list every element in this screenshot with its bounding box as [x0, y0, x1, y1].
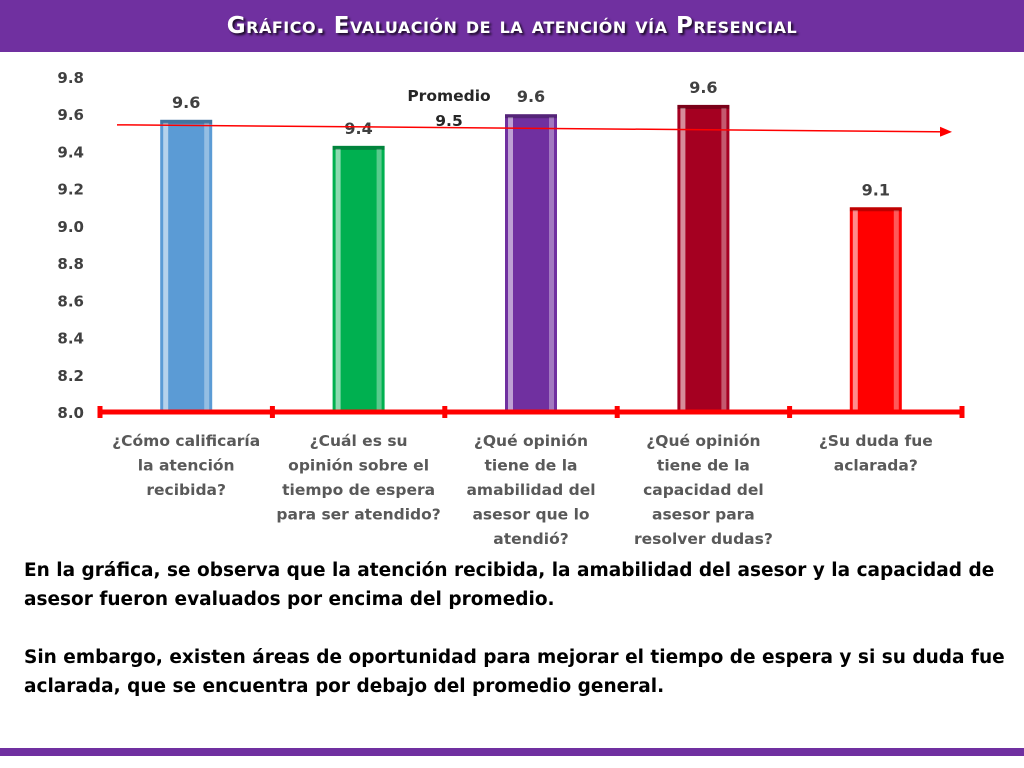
bottom-stripe: [0, 748, 1024, 756]
bar-group: 9.1: [849, 180, 902, 412]
category-label-line: tiene de la: [657, 457, 750, 475]
category-label-line: capacidad del: [643, 481, 764, 499]
bar-group: 9.6: [505, 87, 557, 412]
bar-highlight: [508, 117, 513, 412]
y-tick-label: 8.4: [57, 330, 84, 348]
description-paragraph-2: Sin embargo, existen áreas de oportunida…: [24, 647, 1005, 697]
category-label: ¿Qué opinión tiene de la capacidad del ases…: [634, 432, 773, 548]
category-label-line: opinión sobre el: [288, 457, 429, 475]
bar-group: 9.6: [160, 93, 213, 413]
bar-highlight: [893, 210, 899, 412]
bar: [677, 104, 730, 412]
bar-cap: [505, 114, 557, 119]
bar-cap: [160, 119, 213, 124]
category-label: ¿Cómo calificaría la atención recibida?: [112, 432, 260, 499]
bar-group: 9.6: [677, 78, 730, 412]
y-tick-label: 9.2: [57, 181, 84, 199]
category-label-line: asesor que lo: [472, 506, 589, 524]
data-label: 9.6: [517, 87, 545, 106]
bar-chart: 8.08.28.48.68.89.09.29.49.69.8 9.69.49.6…: [57, 69, 965, 548]
average-label: Promedio: [407, 87, 490, 105]
bar: [849, 207, 902, 412]
bar-highlight: [376, 148, 382, 412]
bar-highlight: [852, 210, 858, 412]
y-tick-label: 8.6: [57, 292, 84, 310]
category-label-line: ¿Su duda fue: [819, 432, 933, 450]
bar-cap: [849, 207, 902, 212]
category-label-line: ¿Cuál es su: [310, 432, 408, 450]
description-paragraph-1: En la gráfica, se observa que la atenció…: [24, 560, 995, 610]
category-label-line: ¿Qué opinión: [474, 432, 588, 450]
bar-cap: [677, 104, 730, 109]
bar-group: 9.4: [332, 119, 385, 412]
category-label-line: tiempo de espera: [282, 481, 435, 499]
y-tick-label: 8.0: [57, 404, 84, 422]
bar: [332, 145, 385, 412]
y-tick-label: 9.4: [57, 143, 84, 161]
category-label-line: la atención: [138, 457, 235, 475]
category-label-line: resolver dudas?: [634, 530, 773, 548]
category-label-line: para ser atendido?: [276, 506, 440, 524]
data-label: 9.1: [862, 180, 890, 199]
y-tick-label: 8.8: [57, 255, 84, 273]
data-label: 9.6: [172, 93, 200, 112]
average-line: [116, 124, 952, 137]
y-axis: 8.0 8.2 8.4 8.6 8.8 9.0 9.2 9.4 9.6 9.8: [57, 69, 84, 422]
data-label: 9.6: [689, 78, 717, 97]
category-label-line: aclarada?: [834, 457, 918, 475]
category-labels: ¿Cómo calificaría la atención recibida? ¿Cu…: [112, 432, 933, 548]
title-bar: Gráfico. Evaluación de la atención vía P…: [0, 0, 1024, 52]
bar-cap: [332, 145, 385, 150]
bars: 9.6 9.4 9.6 9.6 9.1: [160, 78, 902, 413]
y-tick-label: 8.2: [57, 367, 84, 385]
bar-highlight: [721, 107, 727, 412]
y-tick-label: 9.6: [57, 106, 84, 124]
chart-title: Gráfico. Evaluación de la atención vía P…: [226, 13, 798, 39]
category-label-line: tiene de la: [485, 457, 578, 475]
category-label-line: amabilidad del: [466, 481, 595, 499]
bar-highlight: [335, 148, 341, 412]
category-label-line: atendió?: [493, 530, 568, 548]
average-line-group: Promedio 9.5: [116, 87, 952, 137]
category-label: ¿Cuál es su opinión sobre el tiempo de esp…: [276, 432, 440, 524]
bar: [505, 114, 557, 412]
y-tick-label: 9.0: [57, 218, 84, 236]
average-value-label: 9.5: [435, 112, 462, 130]
category-label: ¿Qué opinión tiene de la amabilidad del ase…: [466, 432, 595, 548]
category-label: ¿Su duda fue aclarada?: [819, 432, 933, 475]
bar-highlight: [549, 117, 554, 412]
data-label: 9.4: [344, 119, 372, 138]
category-label-line: asesor para: [652, 506, 755, 524]
description-text: En la gráfica, se observa que la atenció…: [24, 556, 1009, 701]
category-label-line: recibida?: [146, 481, 226, 499]
category-label-line: ¿Cómo calificaría: [112, 432, 260, 450]
bar-highlight: [163, 122, 169, 413]
bar: [160, 119, 213, 413]
category-label-line: ¿Qué opinión: [646, 432, 760, 450]
x-axis: [97, 406, 965, 418]
bar-highlight: [204, 122, 210, 413]
bar-highlight: [680, 107, 686, 412]
y-tick-label: 9.8: [57, 69, 84, 87]
